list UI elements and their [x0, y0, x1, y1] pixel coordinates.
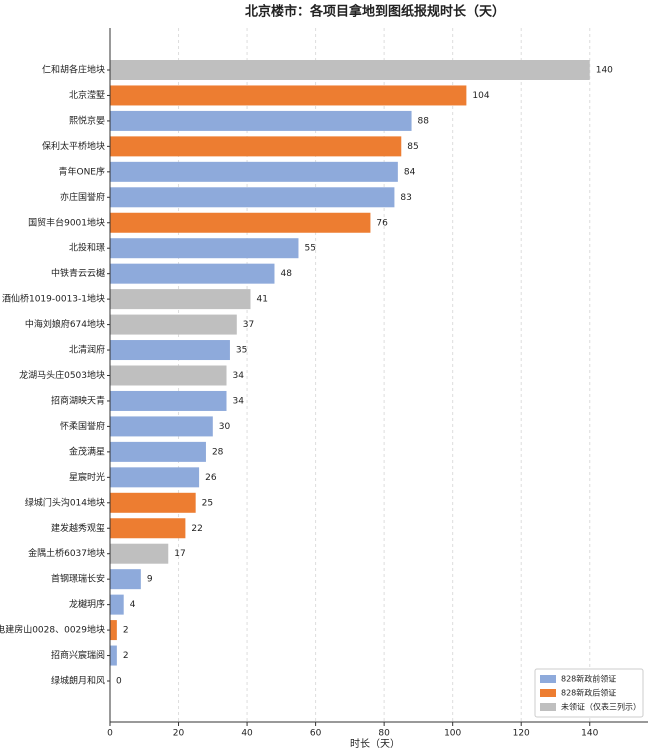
bar: [110, 594, 124, 615]
x-tick-label: 80: [378, 729, 390, 739]
bar: [110, 85, 467, 106]
legend-box: [534, 668, 644, 718]
y-tick-label: 电建房山0028、0029地块: [0, 624, 105, 636]
x-tick-label: 140: [581, 729, 598, 739]
bar: [110, 467, 200, 488]
bar: [110, 441, 206, 462]
value-label: 30: [219, 422, 231, 432]
value-label: 4: [130, 600, 136, 610]
value-label: 104: [472, 91, 489, 101]
value-label: 2: [123, 651, 129, 661]
value-label: 37: [243, 320, 254, 330]
bar: [110, 365, 227, 386]
chart-title: 北京楼市：各项目拿地到图纸报规时长（天）: [245, 4, 505, 20]
value-label: 48: [280, 269, 292, 279]
value-label: 88: [418, 116, 430, 126]
value-label: 85: [407, 142, 418, 152]
value-label: 2: [123, 626, 129, 636]
bar: [110, 314, 237, 335]
y-tick-label: 北投和璟: [69, 242, 105, 254]
bar: [110, 645, 117, 666]
value-label: 17: [174, 549, 185, 559]
legend-swatch: [540, 689, 556, 697]
value-label: 34: [233, 371, 245, 381]
bar: [110, 390, 227, 411]
y-tick-label: 龙湖马头庄0503地块: [19, 369, 105, 381]
x-tick-label: 20: [173, 729, 185, 739]
bar: [110, 289, 251, 310]
y-tick-label: 中海刘娘府674地块: [25, 318, 105, 330]
bar: [110, 340, 230, 361]
bar: [110, 212, 371, 233]
y-tick-label: 青年ONE序: [58, 165, 105, 177]
bar: [110, 60, 590, 80]
y-tick-label: 酒仙桥1019-0013-1地块: [2, 293, 105, 305]
y-tick-label: 北清润府: [69, 344, 105, 356]
y-tick-label: 绿城朗月和风: [51, 675, 105, 687]
value-label: 41: [256, 295, 267, 305]
bar: [110, 543, 169, 564]
legend-swatch: [540, 703, 556, 711]
value-label: 26: [205, 473, 217, 483]
value-label: 35: [236, 346, 247, 356]
y-tick-label: 熙悦京晏: [69, 114, 105, 126]
value-label: 34: [233, 396, 245, 406]
y-tick-label: 建发越秀观玺: [51, 522, 105, 534]
value-label: 84: [404, 167, 416, 177]
x-tick-label: 120: [513, 729, 530, 739]
bar: [110, 620, 117, 641]
x-axis-title: 时长（天）: [350, 738, 400, 750]
bar: [110, 416, 213, 437]
legend-swatch: [540, 675, 556, 683]
bar: [110, 492, 196, 513]
legend-label: 828新政前领证: [561, 674, 616, 684]
y-tick-label: 金隅土桥6037地块: [28, 547, 105, 559]
y-tick-label: 国贸丰台9001地块: [28, 216, 105, 228]
legend-label: 828新政后领证: [561, 688, 616, 698]
bar: [110, 518, 186, 539]
value-label: 28: [212, 447, 224, 457]
value-label: 76: [376, 218, 388, 228]
y-tick-label: 绿城门头沟014地块: [25, 496, 105, 508]
value-label: 55: [304, 244, 315, 254]
bar: [110, 136, 402, 157]
y-tick-label: 怀柔国誉府: [60, 420, 105, 432]
bar: [110, 263, 275, 284]
y-tick-label: 首钢璟瑞长安: [51, 573, 105, 585]
value-label: 83: [400, 193, 411, 203]
value-label: 140: [596, 66, 613, 76]
y-tick-label: 招商兴宸瑞阅: [51, 649, 105, 661]
value-label: 0: [116, 677, 122, 687]
bar: [110, 569, 141, 590]
value-label: 9: [147, 575, 153, 585]
bar: [110, 110, 412, 131]
y-tick-label: 仁和胡各庄地块: [42, 64, 105, 76]
x-tick-label: 40: [241, 729, 253, 739]
y-tick-label: 龙樾玥序: [69, 598, 105, 610]
y-tick-label: 中铁青云云樾: [51, 267, 105, 279]
x-tick-label: 60: [310, 729, 322, 739]
y-tick-label: 亦庄国誉府: [60, 191, 105, 203]
bar: [110, 238, 299, 259]
y-tick-label: 金茂满星: [69, 445, 105, 457]
y-tick-label: 保利太平桥地块: [42, 140, 105, 152]
x-tick-label: 100: [444, 729, 461, 739]
x-tick-label: 0: [107, 729, 113, 739]
y-tick-label: 北京滢墅: [69, 89, 105, 101]
y-tick-label: 星宸时光: [69, 471, 105, 483]
bar: [110, 161, 398, 182]
value-label: 22: [191, 524, 202, 534]
legend-label: 未领证（仅表三列示）: [561, 702, 641, 712]
bar: [110, 187, 395, 208]
y-tick-label: 招商湖映天青: [51, 394, 105, 406]
value-label: 25: [202, 498, 213, 508]
